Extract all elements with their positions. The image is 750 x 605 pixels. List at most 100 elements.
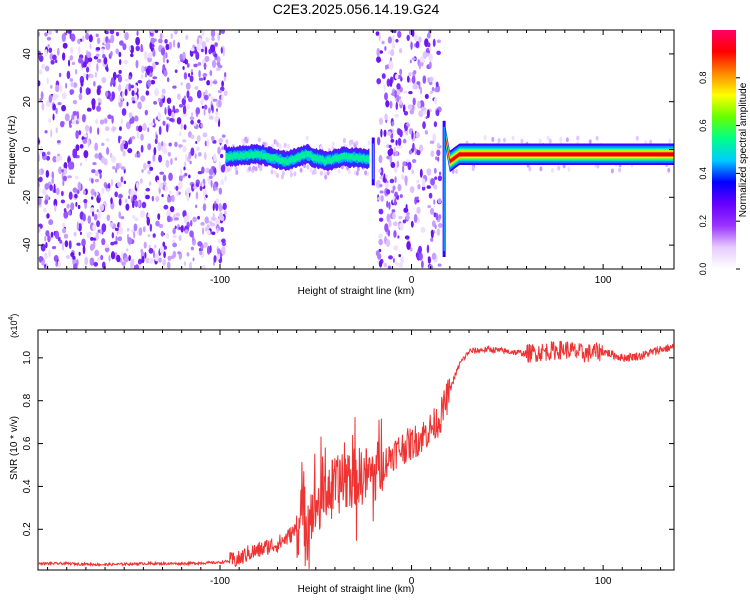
noise-speckle — [199, 185, 203, 192]
noise-speckle — [395, 139, 398, 146]
noise-speckle — [114, 227, 119, 231]
noise-speckle — [44, 254, 48, 260]
noise-speckle — [433, 184, 438, 190]
noise-speckle — [121, 108, 127, 116]
noise-speckle — [144, 109, 148, 116]
noise-speckle — [174, 157, 178, 161]
noise-speckle — [41, 63, 46, 70]
noise-speckle — [67, 59, 71, 67]
noise-speckle — [394, 198, 397, 206]
noise-speckle — [58, 166, 62, 175]
signal-halo — [497, 137, 501, 143]
signal-halo — [559, 137, 563, 143]
noise-speckle — [411, 30, 415, 37]
signal-halo — [287, 143, 291, 149]
noise-speckle — [140, 248, 144, 254]
noise-speckle — [197, 241, 203, 247]
noise-speckle — [389, 155, 393, 164]
noise-speckle — [88, 34, 93, 43]
noise-speckle — [127, 237, 133, 245]
noise-speckle — [38, 168, 42, 176]
noise-speckle — [137, 258, 143, 265]
noise-speckle — [200, 48, 204, 53]
noise-speckle — [149, 30, 155, 33]
noise-speckle — [48, 118, 52, 124]
noise-speckle — [182, 145, 187, 153]
signal-halo — [275, 173, 279, 179]
noise-speckle — [136, 130, 140, 139]
noise-speckle — [138, 151, 141, 158]
figure-title: C2E3.2025.056.14.19.G24 — [273, 1, 440, 17]
snr-axes: -100 0 100 0.2 0.4 0.6 0.8 1.0 — [22, 330, 674, 587]
noise-speckle — [96, 209, 99, 213]
noise-speckle — [86, 231, 91, 239]
noise-speckle — [90, 236, 94, 241]
signal-halo — [364, 170, 368, 176]
noise-speckle — [389, 79, 393, 88]
noise-speckle — [154, 88, 159, 97]
noise-speckle — [134, 84, 138, 93]
noise-speckle — [149, 223, 153, 232]
noise-speckle — [391, 121, 395, 126]
noise-speckle — [167, 195, 170, 203]
noise-speckle — [436, 142, 440, 148]
noise-speckle — [411, 57, 416, 61]
noise-speckle — [217, 118, 221, 128]
noise-speckle — [50, 128, 53, 138]
noise-speckle — [118, 193, 123, 199]
noise-speckle — [85, 33, 90, 41]
spectrogram-marks — [38, 30, 674, 269]
noise-speckle — [397, 30, 402, 39]
noise-speckle — [108, 255, 111, 262]
noise-speckle — [384, 92, 388, 101]
noise-speckle — [166, 209, 172, 218]
noise-speckle — [393, 151, 396, 157]
noise-speckle — [182, 65, 185, 70]
signal-halo — [348, 139, 352, 145]
noise-speckle — [94, 178, 100, 183]
noise-speckle — [393, 165, 398, 173]
noise-speckle — [438, 223, 443, 229]
noise-speckle — [87, 57, 93, 63]
noise-speckle — [189, 116, 195, 120]
noise-speckle — [120, 176, 124, 183]
noise-speckle — [432, 38, 436, 48]
noise-speckle — [166, 124, 169, 133]
signal-halo — [667, 167, 671, 173]
noise-speckle — [384, 113, 388, 121]
spectrogram-x-label: Height of straight line (km) — [298, 286, 415, 297]
noise-speckle — [94, 153, 99, 159]
noise-speckle — [131, 90, 135, 97]
noise-speckle — [124, 253, 127, 258]
noise-speckle — [109, 30, 115, 35]
noise-speckle — [101, 142, 105, 146]
noise-speckle — [205, 37, 210, 43]
noise-speckle — [112, 165, 116, 170]
noise-speckle — [134, 153, 138, 158]
signal-halo — [280, 174, 284, 180]
noise-speckle — [391, 92, 396, 96]
noise-speckle — [61, 52, 66, 61]
noise-speckle — [45, 242, 48, 249]
noise-speckle — [67, 175, 73, 179]
noise-speckle — [152, 153, 156, 162]
noise-speckle — [61, 92, 67, 100]
noise-speckle — [99, 173, 102, 179]
noise-speckle — [72, 149, 78, 159]
noise-speckle — [399, 68, 403, 76]
noise-speckle — [75, 130, 79, 140]
noise-speckle — [152, 76, 158, 80]
noise-speckle — [437, 263, 442, 267]
noise-speckle — [139, 178, 143, 184]
noise-speckle — [89, 43, 92, 50]
noise-speckle — [406, 34, 410, 42]
noise-speckle — [134, 217, 139, 222]
noise-speckle — [176, 189, 179, 198]
noise-speckle — [430, 237, 434, 242]
noise-speckle — [428, 53, 433, 62]
noise-speckle — [416, 206, 421, 215]
noise-speckle — [189, 230, 194, 238]
noise-speckle — [151, 195, 155, 202]
noise-speckle — [137, 79, 143, 84]
noise-speckle — [196, 43, 202, 52]
